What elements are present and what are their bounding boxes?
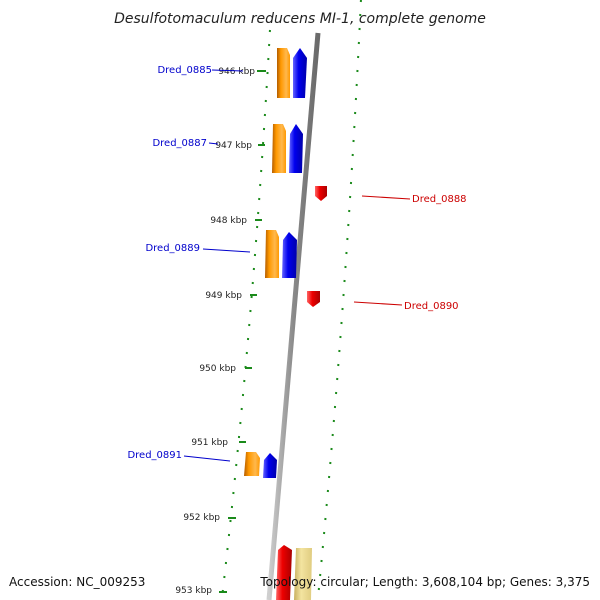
kbp-label: 948 kbp <box>210 216 247 226</box>
kbp-label: 953 kbp <box>175 586 212 596</box>
position-marker-946: 946 kbp <box>218 67 266 77</box>
gene-arrow <box>282 232 297 278</box>
gene-arrow <box>276 545 292 600</box>
reverse-track-ticks <box>317 0 362 591</box>
gene-label-dred-0891[interactable]: Dred_0891 <box>127 450 182 461</box>
cds-arrow <box>272 124 286 173</box>
gene-arrow <box>289 124 303 173</box>
gene-dred-0887[interactable] <box>272 124 303 173</box>
gene-arrow <box>263 453 277 478</box>
gene-arrow <box>293 48 307 98</box>
gene-arrow <box>307 291 320 307</box>
gene-dred-0891[interactable] <box>244 452 277 478</box>
position-marker-947: 947 kbp <box>215 141 265 151</box>
gene-dred-0885[interactable] <box>277 48 307 98</box>
map-title: Desulfotomaculum reducens MI-1, complete… <box>114 11 486 27</box>
kbp-label: 949 kbp <box>205 291 242 301</box>
genome-backbone <box>266 32 321 600</box>
kbp-label: 946 kbp <box>218 67 255 77</box>
position-marker-953: 953 kbp <box>175 586 227 596</box>
kbp-label: 952 kbp <box>183 513 220 523</box>
gene-label-dred-0889[interactable]: Dred_0889 <box>145 243 200 254</box>
gene-dred-0889[interactable] <box>265 230 297 278</box>
kbp-label: 951 kbp <box>191 438 228 448</box>
gene-label-dred-0885[interactable]: Dred_0885 <box>157 65 212 76</box>
accession-text: Accession: NC_009253 <box>9 575 145 589</box>
gene-dred-0888[interactable] <box>315 186 327 201</box>
cds-arrow <box>277 48 290 98</box>
cds-arrow <box>244 452 260 476</box>
cds-arrow <box>294 548 312 600</box>
kbp-label: 947 kbp <box>215 141 252 151</box>
gene-label-dred-0887[interactable]: Dred_0887 <box>152 138 207 149</box>
gene-partial-bottom <box>276 545 312 600</box>
position-marker-950: 950 kbp <box>199 364 252 374</box>
position-marker-951: 951 kbp <box>191 438 246 448</box>
cds-arrow <box>265 230 279 278</box>
topology-text: Topology: circular; Length: 3,608,104 bp… <box>259 575 590 589</box>
gene-arrow <box>315 186 327 201</box>
kbp-label: 950 kbp <box>199 364 236 374</box>
position-marker-948: 948 kbp <box>210 216 262 226</box>
position-marker-952: 952 kbp <box>183 513 236 523</box>
gene-label-dred-0890[interactable]: Dred_0890 <box>404 301 459 312</box>
gene-label-dred-0888[interactable]: Dred_0888 <box>412 194 467 205</box>
position-marker-949: 949 kbp <box>205 291 257 301</box>
gene-dred-0890[interactable] <box>307 291 320 307</box>
forward-track-ticks <box>221 29 271 593</box>
